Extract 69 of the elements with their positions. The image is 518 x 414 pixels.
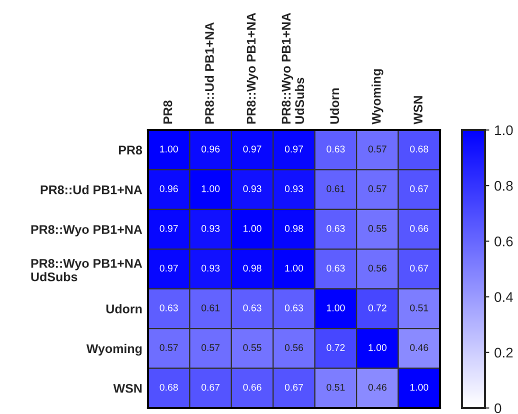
data-label: 0.96 <box>201 146 220 152</box>
data-label: 0.61 <box>326 185 345 192</box>
data-label: 0.63 <box>326 264 345 272</box>
data-label: 1.00 <box>368 344 387 352</box>
y-tick-label: Wyoming <box>86 344 142 356</box>
x-tick-label: PR8 <box>163 100 172 124</box>
x-tick-label: PR8::Ud PB1+NA <box>204 22 214 124</box>
color-bar-label: 1.0 <box>495 125 513 136</box>
data-label: 0.68 <box>410 146 428 152</box>
data-label: 0.55 <box>243 344 262 352</box>
color-bar-label: 0.2 <box>494 348 513 358</box>
y-tick-label: PR8::Wyo PB1+NA UdSubs <box>31 258 142 282</box>
data-label: 0.67 <box>284 384 303 391</box>
data-label: 0.46 <box>368 384 386 391</box>
x-tick-label: PR8::Wyo PB1+NA <box>246 12 258 124</box>
data-label: 0.63 <box>160 304 178 312</box>
y-tick-label: Udorn <box>106 304 142 314</box>
data-label: 0.56 <box>368 264 386 272</box>
data-label: 1.00 <box>244 225 262 232</box>
data-label: 0.97 <box>160 264 178 272</box>
y-tick-label: PR8 <box>118 146 142 155</box>
data-label: 0.57 <box>368 146 386 152</box>
data-label: 0.63 <box>243 304 262 312</box>
x-tick-label: Wyoming <box>372 69 384 124</box>
data-label: 0.97 <box>160 225 178 232</box>
data-label: 0.66 <box>243 384 262 391</box>
data-label: 0.72 <box>326 344 345 352</box>
data-label: 0.93 <box>201 264 220 272</box>
data-label: 1.00 <box>326 304 345 312</box>
data-label: 0.57 <box>368 185 386 192</box>
data-label: 0.98 <box>243 264 262 272</box>
data-label: 0.97 <box>284 146 303 152</box>
data-label: 1.00 <box>202 185 220 192</box>
color-bar-label: 0 <box>494 403 502 414</box>
data-label: 0.56 <box>284 344 304 352</box>
data-label: 0.57 <box>160 344 178 352</box>
data-label: 1.00 <box>160 146 178 152</box>
data-label: 0.63 <box>326 146 345 152</box>
data-label: 0.63 <box>326 225 345 232</box>
data-label: 0.57 <box>201 344 220 352</box>
data-label: 0.98 <box>284 225 304 232</box>
x-tick-label: Udorn <box>330 88 340 124</box>
color-bar-label: 0.6 <box>494 236 513 246</box>
y-tick-label: WSN <box>113 384 142 393</box>
y-tick-label: PR8::Ud PB1+NA <box>40 185 142 194</box>
data-label: 0.97 <box>243 146 262 152</box>
data-label: 0.67 <box>410 185 428 192</box>
data-label: 0.51 <box>326 384 345 391</box>
data-label: 0.67 <box>201 384 220 391</box>
data-label: 0.63 <box>284 304 304 312</box>
data-label: 0.46 <box>410 344 428 352</box>
data-label: 0.93 <box>284 185 304 192</box>
data-label: 0.96 <box>160 185 178 192</box>
data-label: 0.51 <box>410 304 428 312</box>
data-label: 0.55 <box>368 225 386 232</box>
data-label: 1.00 <box>410 384 428 391</box>
data-label: 0.72 <box>368 304 386 312</box>
color-bar-label: 0.8 <box>494 180 513 191</box>
data-label: 0.67 <box>410 264 428 272</box>
data-label: 0.93 <box>243 185 262 192</box>
data-label: 0.68 <box>160 384 178 391</box>
data-label: 0.61 <box>201 304 220 312</box>
y-tick-label: PR8::Wyo PB1+NA <box>31 225 142 236</box>
x-tick-label: PR8::Wyo PB1+NA UdSubs <box>282 12 304 124</box>
color-bar-label: 0.4 <box>494 292 513 302</box>
data-label: 1.00 <box>285 264 304 272</box>
data-label: 0.66 <box>410 225 428 232</box>
x-tick-label: WSN <box>414 96 422 124</box>
data-label: 0.93 <box>201 225 220 232</box>
